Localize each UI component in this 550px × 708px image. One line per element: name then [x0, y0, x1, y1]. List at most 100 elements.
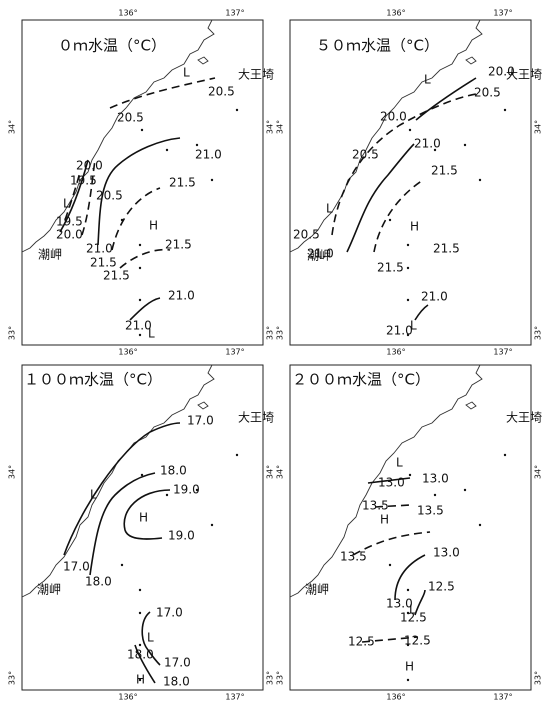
- contour-label: 19.5: [70, 174, 97, 188]
- station-dot: [388, 563, 392, 567]
- contour-label: L: [410, 319, 417, 333]
- contour-label: L: [424, 73, 431, 87]
- contour-label: H: [139, 511, 148, 525]
- map-frame: [21, 364, 264, 691]
- latitude-label: 34°: [266, 120, 275, 134]
- station-dot: [210, 523, 214, 527]
- contour-label: 21.5: [433, 242, 460, 256]
- longitude-label: 137°: [225, 693, 244, 702]
- isotherm: [361, 636, 419, 643]
- contour-label: 20.0: [380, 110, 407, 124]
- isotherm: [89, 472, 156, 576]
- place-name: 大王埼: [238, 68, 274, 82]
- station-dot: [406, 678, 410, 682]
- panel-title: ２００ｍ水温（°C）: [292, 371, 430, 389]
- latitude-label: 34°: [276, 120, 285, 134]
- contour-label: L: [147, 631, 154, 645]
- contour-label: 19.5: [56, 215, 83, 229]
- isotherm: [97, 137, 181, 246]
- latitude-label: 34°: [276, 465, 285, 479]
- longitude-label: 136°: [118, 9, 137, 18]
- station-dot: [165, 493, 169, 497]
- isotherm: [414, 304, 429, 321]
- contour-label: 13.0: [386, 597, 413, 611]
- contour-label: 13.5: [417, 504, 444, 518]
- isotherm: [64, 171, 81, 221]
- latitude-label: 33°: [534, 326, 543, 340]
- contour-label: 17.0: [164, 656, 191, 670]
- panel-title: ０ｍ水温（°C）: [58, 37, 166, 55]
- place-name: 潮岬: [305, 582, 329, 597]
- station-dot: [433, 493, 437, 497]
- isotherm: [373, 179, 424, 253]
- longitude-label: 137°: [493, 693, 512, 702]
- isotherm: [81, 159, 96, 236]
- contour-label: L: [396, 456, 403, 470]
- contour-label: 17.0: [63, 560, 90, 574]
- contour-label: 21.5: [169, 176, 196, 190]
- contour-label: H: [149, 219, 158, 233]
- latitude-label: 34°: [8, 120, 17, 134]
- place-name: 大王埼: [506, 411, 542, 425]
- station-dot: [406, 243, 410, 247]
- coastline-island: [465, 401, 477, 410]
- contour-label: L: [148, 327, 155, 341]
- contour-label: 13.0: [422, 472, 449, 486]
- station-dot: [406, 643, 410, 647]
- contour-label: 21.0: [421, 290, 448, 304]
- station-dot: [138, 678, 142, 682]
- station-dot: [503, 108, 507, 112]
- station-dot: [235, 453, 239, 457]
- longitude-label: 137°: [225, 348, 244, 357]
- contour-label: 13.5: [340, 550, 367, 564]
- latitude-label: 34°: [534, 465, 543, 479]
- longitude-label: 137°: [493, 9, 512, 18]
- contour-label: 18.0: [163, 675, 190, 689]
- contour-label: 21.5: [165, 238, 192, 252]
- station-dot: [408, 128, 412, 132]
- contour-label: 21.0: [125, 319, 152, 333]
- isotherm: [415, 77, 477, 121]
- contour-label: 21.0: [414, 137, 441, 151]
- map-frame: [289, 364, 532, 691]
- contour-label: 12.5: [400, 611, 427, 625]
- contour-label: 12.5: [428, 580, 455, 594]
- station-dot: [138, 333, 142, 337]
- contour-label: H: [380, 513, 389, 527]
- contour-label: L: [409, 603, 416, 617]
- contour-label: 21.5: [377, 261, 404, 275]
- contour-label: 20.5: [352, 148, 379, 162]
- place-name: 大王埼: [506, 68, 542, 82]
- station-dot: [406, 611, 410, 615]
- contour-label: 18.0: [160, 464, 187, 478]
- contour-label: L: [183, 66, 190, 80]
- contour-label: L: [63, 197, 70, 211]
- contour-label: 18.0: [85, 575, 112, 589]
- contour-label: 20.0: [488, 65, 515, 79]
- longitude-label: 136°: [386, 9, 405, 18]
- contour-label: 21.5: [103, 269, 130, 283]
- map-frame: [21, 19, 264, 346]
- isotherm: [119, 248, 171, 269]
- isotherm: [134, 644, 156, 684]
- station-dot: [478, 178, 482, 182]
- station-dot: [140, 128, 144, 132]
- isotherm: [352, 531, 431, 556]
- contour-label: 20.5: [293, 228, 320, 242]
- latitude-label: 34°: [534, 120, 543, 134]
- latitude-label: 33°: [8, 326, 17, 340]
- latitude-label: 33°: [8, 671, 17, 685]
- station-dot: [406, 298, 410, 302]
- isotherm: [129, 297, 161, 321]
- isotherm: [123, 489, 171, 540]
- isotherm: [346, 143, 415, 253]
- map-panel: ０ｍ水温（°C）大王埼潮岬L20.520.521.020.019.5L20.51…: [8, 9, 275, 357]
- contour-label: 21.0: [386, 324, 413, 338]
- station-dot: [210, 178, 214, 182]
- latitude-label: 34°: [266, 465, 275, 479]
- station-dot: [463, 488, 467, 492]
- contour-label: 20.5: [117, 111, 144, 125]
- station-dot: [388, 218, 392, 222]
